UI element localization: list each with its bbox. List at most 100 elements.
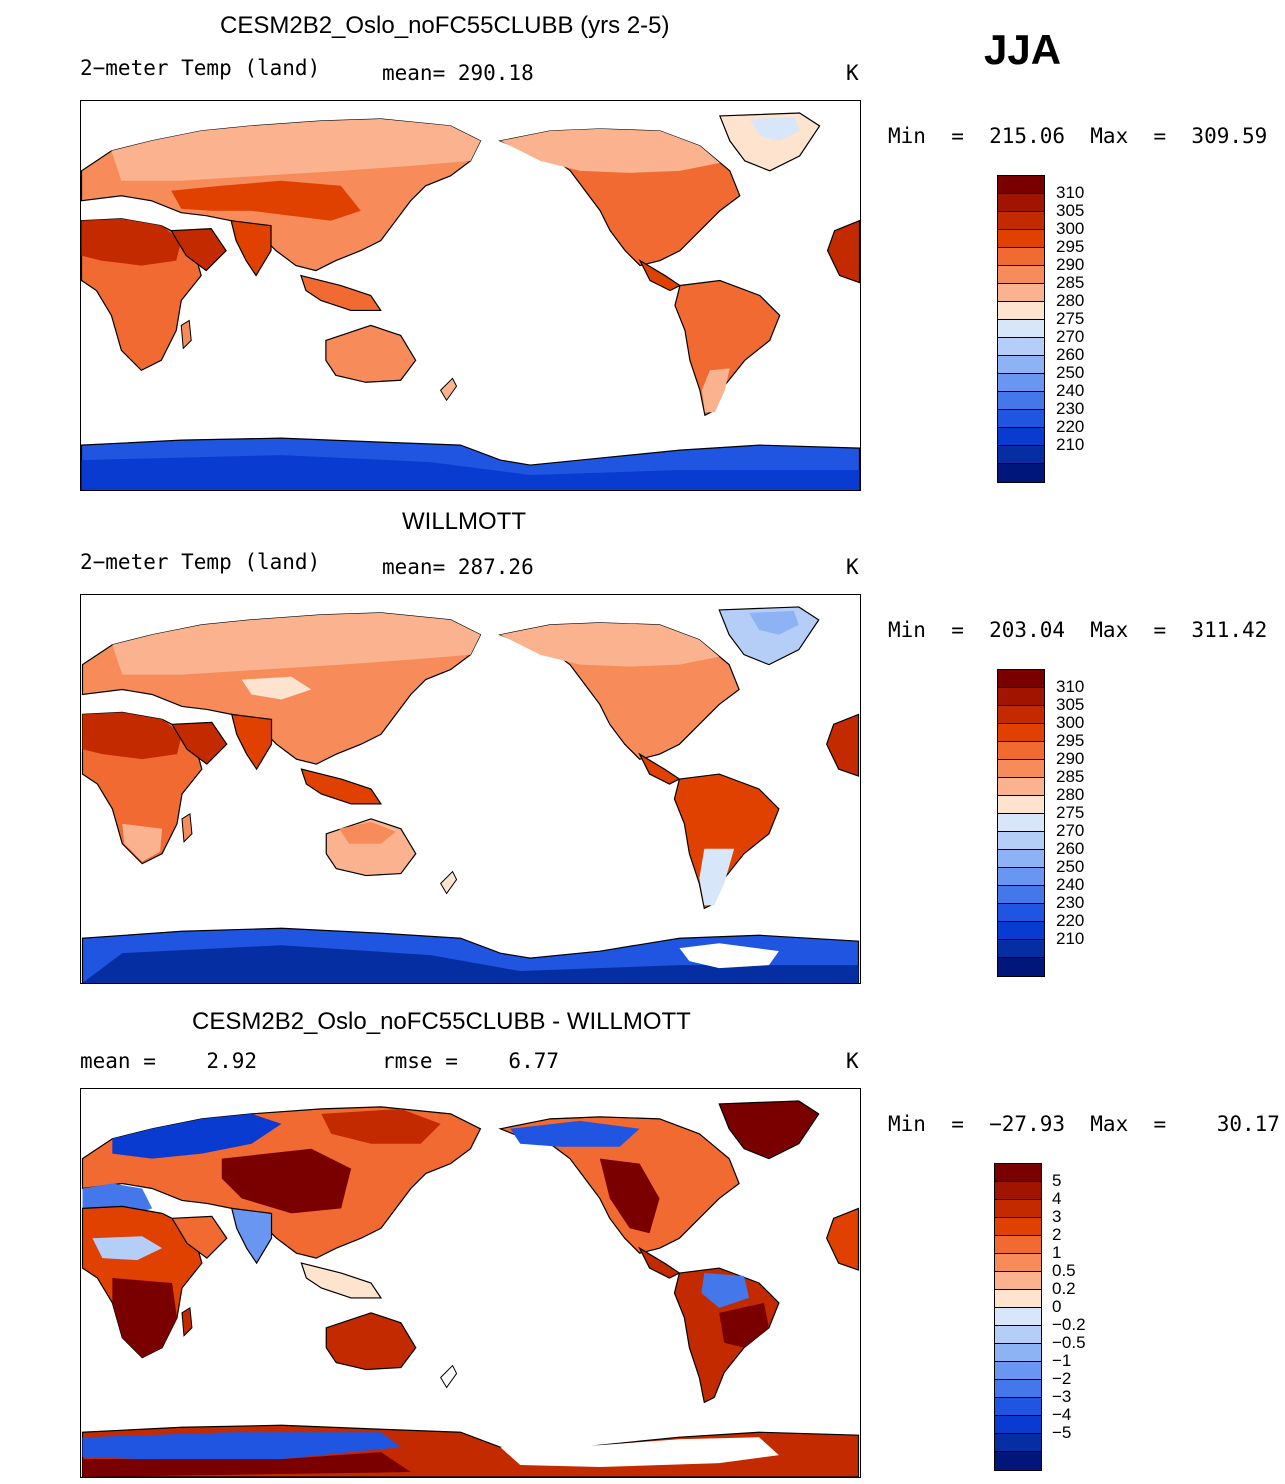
panel-3-units: K (846, 1049, 859, 1073)
greenland-ice (749, 610, 799, 635)
antarctica-negative-band (82, 1432, 401, 1460)
south-america-landmass (674, 279, 781, 417)
panel-1-colorbar (997, 175, 1045, 483)
colorbar-tick-label: 260 (1056, 839, 1085, 858)
colorbar-tick-label: 280 (1056, 785, 1085, 804)
colorbar-tick-label: 305 (1056, 695, 1085, 714)
colorbar-swatch (998, 940, 1044, 958)
colorbar-tick-label: −1 (1052, 1351, 1072, 1370)
panel-1-mean-label: mean= 290.18 (382, 61, 534, 85)
colorbar-tick-label: 300 (1056, 713, 1085, 732)
africa-east-edge (826, 219, 860, 284)
eurasia-north-band (111, 118, 481, 181)
colorbar-tick-label: −0.5 (1052, 1333, 1086, 1352)
madagascar (181, 1307, 193, 1337)
colorbar-swatch (998, 922, 1044, 940)
greenland-ice (749, 116, 800, 141)
colorbar-swatch (995, 1416, 1041, 1434)
colorbar-swatch (995, 1218, 1041, 1236)
colorbar-swatch (998, 392, 1044, 410)
colorbar-tick-label: 4 (1052, 1189, 1062, 1208)
panel-2-colorbar (997, 669, 1045, 977)
colorbar-tick-label: −4 (1052, 1405, 1072, 1424)
africa-east-edge (826, 1207, 860, 1271)
colorbar-tick-label: −0.2 (1052, 1315, 1086, 1334)
panel-3-mean-label: mean = 2.92 (80, 1049, 258, 1073)
southeast-asia-islands (300, 1262, 383, 1299)
colorbar-swatch (998, 688, 1044, 706)
colorbar-tick-label: 1 (1052, 1243, 1062, 1262)
colorbar-swatch (998, 302, 1044, 320)
panel-2-map (80, 594, 861, 984)
panel-1-title: CESM2B2_Oslo_noFC55CLUBB (yrs 2-5) (220, 12, 670, 39)
colorbar-swatch (998, 338, 1044, 356)
central-asia-hot (171, 180, 361, 221)
south-america-south (699, 848, 735, 906)
south-africa-cool (122, 823, 163, 862)
colorbar-tick-label: 290 (1056, 255, 1085, 274)
tibet-cool (241, 676, 312, 700)
north-australia-warm (339, 821, 396, 844)
colorbar-tick-label: 260 (1056, 345, 1085, 364)
central-america (638, 1246, 681, 1279)
colorbar-swatch (998, 428, 1044, 446)
colorbar-swatch (995, 1326, 1041, 1344)
colorbar-swatch (995, 1272, 1041, 1290)
colorbar-swatch (995, 1308, 1041, 1326)
sahara-hot (82, 712, 182, 760)
east-antarctica-white (500, 1437, 779, 1468)
colorbar-tick-label: 300 (1056, 219, 1085, 238)
central-america (638, 259, 682, 292)
colorbar-swatch (998, 706, 1044, 724)
antarctica-interior (81, 455, 860, 490)
colorbar-tick-label: 310 (1056, 183, 1085, 202)
southeast-asia-islands (300, 274, 382, 312)
colorbar-tick-label: 230 (1056, 399, 1085, 418)
panel-3-title: CESM2B2_Oslo_noFC55CLUBB - WILLMOTT (192, 1008, 691, 1035)
colorbar-tick-label: 240 (1056, 381, 1085, 400)
colorbar-swatch (998, 958, 1044, 976)
north-america-north-band (500, 622, 720, 667)
south-america-landmass (673, 773, 780, 910)
greenland (718, 1100, 820, 1160)
panel-1-units: K (846, 61, 859, 85)
colorbar-swatch (998, 868, 1044, 886)
colorbar-swatch (998, 850, 1044, 868)
colorbar-swatch (998, 760, 1044, 778)
madagascar (180, 319, 192, 350)
india-landmass (230, 219, 272, 277)
colorbar-swatch (998, 212, 1044, 230)
colorbar-tick-label: 295 (1056, 237, 1085, 256)
colorbar-tick-label: 240 (1056, 875, 1085, 894)
colorbar-swatch (998, 176, 1044, 194)
new-zealand (440, 1364, 458, 1389)
colorbar-swatch (998, 446, 1044, 464)
colorbar-swatch (995, 1452, 1041, 1470)
rockies-positive (599, 1158, 660, 1234)
arabia-landmass (171, 721, 228, 765)
colorbar-tick-label: 295 (1056, 731, 1085, 750)
colorbar-swatch (998, 464, 1044, 482)
east-siberia-mixed (321, 1108, 441, 1144)
ross-ice-shelf (679, 943, 779, 969)
colorbar-swatch (995, 1254, 1041, 1272)
colorbar-swatch (995, 1344, 1041, 1362)
new-zealand (439, 377, 458, 402)
madagascar (181, 813, 193, 843)
colorbar-swatch (995, 1236, 1041, 1254)
colorbar-tick-label: 230 (1056, 893, 1085, 912)
colorbar-swatch (995, 1362, 1041, 1380)
colorbar-tick-label: 5 (1052, 1171, 1062, 1190)
panel-3-rmse-label: rmse = 6.77 (382, 1049, 560, 1073)
colorbar-swatch (998, 742, 1044, 760)
colorbar-swatch (998, 724, 1044, 742)
colorbar-tick-label: 275 (1056, 309, 1085, 328)
colorbar-tick-label: 275 (1056, 803, 1085, 822)
panel-1-minmax: Min = 215.06 Max = 309.59 (888, 124, 1268, 148)
colorbar-swatch (998, 194, 1044, 212)
panel-2-variable-label: 2−meter Temp (land) (80, 550, 321, 574)
colorbar-tick-label: 210 (1056, 929, 1085, 948)
southeast-asia-islands (300, 768, 383, 805)
india-landmass (230, 1207, 273, 1265)
colorbar-tick-label: 270 (1056, 327, 1085, 346)
